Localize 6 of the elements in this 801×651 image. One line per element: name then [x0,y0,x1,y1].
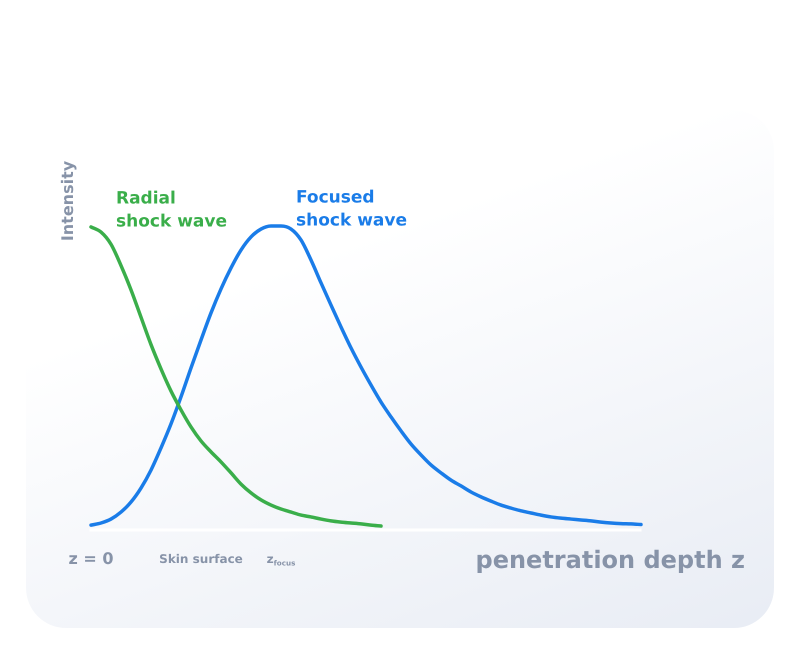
series-label: Radial shock wave [116,188,227,232]
x-axis-title: penetration depth z [476,546,745,574]
x-tick-label: z = 0 [68,549,114,568]
x-tick-label: Skin surface [159,552,243,566]
series-label: Focused shock wave [296,187,407,230]
y-axis-title: Intensity [58,160,78,242]
